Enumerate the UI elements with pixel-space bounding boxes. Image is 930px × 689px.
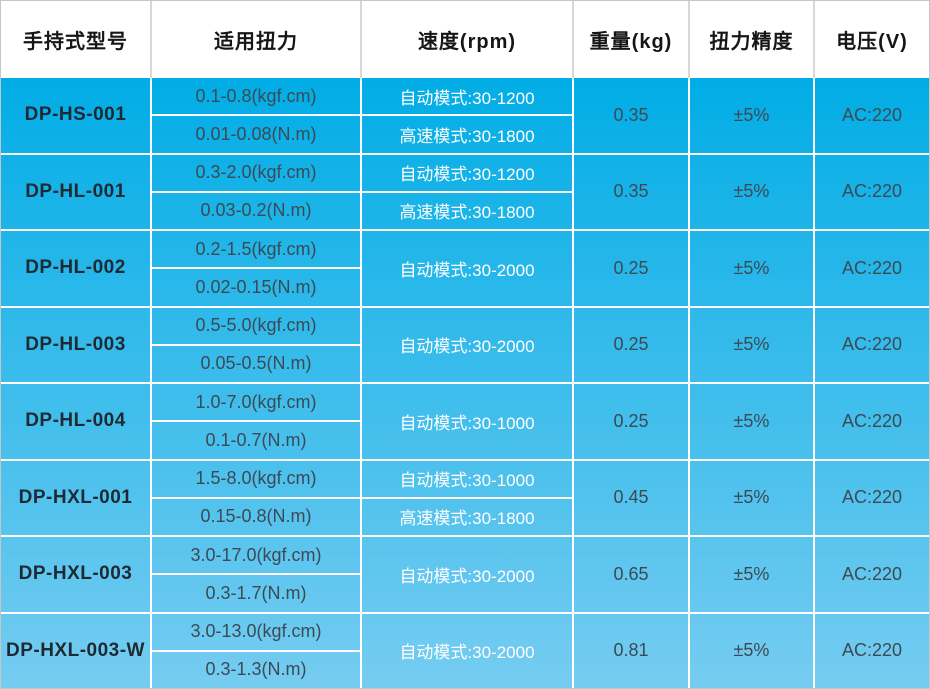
weight-cell: 0.25 — [572, 231, 688, 306]
header-cell-weight: 重量(kg) — [572, 1, 688, 78]
table-row: DP-HS-001 0.1-0.8(kgf.cm) 0.01-0.08(N.m)… — [1, 78, 929, 153]
voltage-cell: AC:220 — [813, 154, 929, 229]
header-cell-torque: 适用扭力 — [150, 1, 360, 78]
torque-nm-value: 0.02-0.15(N.m) — [152, 267, 360, 305]
weight-cell: 0.65 — [572, 537, 688, 612]
torque-nm-value: 0.03-0.2(N.m) — [152, 190, 360, 229]
header-cell-speed: 速度(rpm) — [360, 1, 572, 78]
speed-cell: 自动模式:30-1000 高速模式:30-1800 — [360, 460, 572, 535]
torque-cell: 0.1-0.8(kgf.cm) 0.01-0.08(N.m) — [150, 78, 360, 153]
torque-kgf-value: 0.1-0.8(kgf.cm) — [195, 85, 317, 106]
voltage-cell: AC:220 — [813, 537, 929, 612]
header-cell-precision: 扭力精度 — [688, 1, 813, 78]
speed-cell: 自动模式:30-2000 — [360, 537, 572, 612]
precision-cell: ±5% — [688, 460, 813, 535]
table-header-row: 手持式型号 适用扭力 速度(rpm) 重量(kg) 扭力精度 电压(V) — [1, 1, 929, 78]
speed-high-value: 高速模式:30-1800 — [362, 496, 572, 535]
voltage-cell: AC:220 — [813, 384, 929, 459]
precision-cell: ±5% — [688, 537, 813, 612]
precision-cell: ±5% — [688, 384, 813, 459]
voltage-cell: AC:220 — [813, 307, 929, 382]
torque-nm-value: 0.15-0.8(N.m) — [152, 496, 360, 535]
speed-high-value: 高速模式:30-1800 — [362, 190, 572, 229]
model-cell: DP-HL-001 — [25, 180, 126, 202]
model-cell: DP-HL-004 — [25, 410, 126, 432]
torque-kgf-value: 1.0-7.0(kgf.cm) — [195, 391, 317, 412]
model-cell: DP-HXL-003 — [18, 563, 133, 585]
weight-cell: 0.25 — [572, 384, 688, 459]
torque-nm-value: 0.01-0.08(N.m) — [152, 114, 360, 152]
torque-nm-value: 0.3-1.3(N.m) — [152, 649, 360, 688]
speed-auto-value: 自动模式:30-1200 — [399, 88, 535, 108]
torque-cell: 1.5-8.0(kgf.cm) 0.15-0.8(N.m) — [150, 460, 360, 535]
precision-cell: ±5% — [688, 231, 813, 306]
speed-cell: 自动模式:30-2000 — [360, 307, 572, 382]
torque-kgf-value: 0.2-1.5(kgf.cm) — [195, 238, 317, 259]
voltage-cell: AC:220 — [813, 231, 929, 306]
torque-kgf-value: 3.0-17.0(kgf.cm) — [190, 544, 322, 565]
voltage-cell: AC:220 — [813, 78, 929, 153]
torque-nm-value: 0.05-0.5(N.m) — [152, 343, 360, 382]
weight-cell: 0.25 — [572, 307, 688, 382]
torque-kgf-value: 3.0-13.0(kgf.cm) — [190, 621, 322, 642]
torque-cell: 3.0-13.0(kgf.cm) 0.3-1.3(N.m) — [150, 613, 360, 688]
speed-auto-value: 自动模式:30-1200 — [399, 165, 535, 185]
precision-cell: ±5% — [688, 613, 813, 688]
precision-cell: ±5% — [688, 78, 813, 153]
model-cell: DP-HL-002 — [25, 257, 126, 279]
model-cell: DP-HS-001 — [24, 104, 127, 126]
header-cell-voltage: 电压(V) — [813, 1, 929, 78]
torque-nm-value: 0.3-1.7(N.m) — [152, 573, 360, 611]
table-row: DP-HXL-003-W 3.0-13.0(kgf.cm) 0.3-1.3(N.… — [1, 611, 929, 688]
torque-kgf-value: 1.5-8.0(kgf.cm) — [195, 468, 317, 489]
torque-cell: 1.0-7.0(kgf.cm) 0.1-0.7(N.m) — [150, 384, 360, 459]
torque-cell: 0.2-1.5(kgf.cm) 0.02-0.15(N.m) — [150, 231, 360, 306]
weight-cell: 0.35 — [572, 154, 688, 229]
precision-cell: ±5% — [688, 307, 813, 382]
voltage-cell: AC:220 — [813, 613, 929, 688]
speed-auto-value: 自动模式:30-1000 — [399, 471, 535, 491]
precision-cell: ±5% — [688, 154, 813, 229]
torque-cell: 0.3-2.0(kgf.cm) 0.03-0.2(N.m) — [150, 154, 360, 229]
model-cell: DP-HXL-001 — [18, 486, 133, 508]
speed-cell: 自动模式:30-2000 — [360, 231, 572, 306]
header-cell-model: 手持式型号 — [23, 31, 128, 53]
speed-cell: 自动模式:30-1200 高速模式:30-1800 — [360, 78, 572, 153]
speed-cell: 自动模式:30-2000 — [360, 613, 572, 688]
torque-kgf-value: 0.3-2.0(kgf.cm) — [195, 162, 317, 183]
speed-cell: 自动模式:30-1200 高速模式:30-1800 — [360, 154, 572, 229]
table-row: DP-HL-003 0.5-5.0(kgf.cm) 0.05-0.5(N.m) … — [1, 305, 929, 382]
torque-kgf-value: 0.5-5.0(kgf.cm) — [195, 315, 317, 336]
table-row: DP-HXL-001 1.5-8.0(kgf.cm) 0.15-0.8(N.m)… — [1, 458, 929, 535]
weight-cell: 0.35 — [572, 78, 688, 153]
table-row: DP-HL-004 1.0-7.0(kgf.cm) 0.1-0.7(N.m) 自… — [1, 382, 929, 459]
model-cell: DP-HL-003 — [25, 333, 126, 355]
torque-cell: 3.0-17.0(kgf.cm) 0.3-1.7(N.m) — [150, 537, 360, 612]
weight-cell: 0.45 — [572, 460, 688, 535]
torque-nm-value: 0.1-0.7(N.m) — [152, 420, 360, 458]
voltage-cell: AC:220 — [813, 460, 929, 535]
weight-cell: 0.81 — [572, 613, 688, 688]
torque-cell: 0.5-5.0(kgf.cm) 0.05-0.5(N.m) — [150, 307, 360, 382]
table-body: DP-HS-001 0.1-0.8(kgf.cm) 0.01-0.08(N.m)… — [1, 78, 929, 688]
speed-high-value: 高速模式:30-1800 — [362, 114, 572, 152]
table-row: DP-HXL-003 3.0-17.0(kgf.cm) 0.3-1.7(N.m)… — [1, 535, 929, 612]
speed-cell: 自动模式:30-1000 — [360, 384, 572, 459]
table-row: DP-HL-002 0.2-1.5(kgf.cm) 0.02-0.15(N.m)… — [1, 229, 929, 306]
model-cell: DP-HXL-003-W — [5, 639, 145, 661]
table-row: DP-HL-001 0.3-2.0(kgf.cm) 0.03-0.2(N.m) … — [1, 152, 929, 229]
